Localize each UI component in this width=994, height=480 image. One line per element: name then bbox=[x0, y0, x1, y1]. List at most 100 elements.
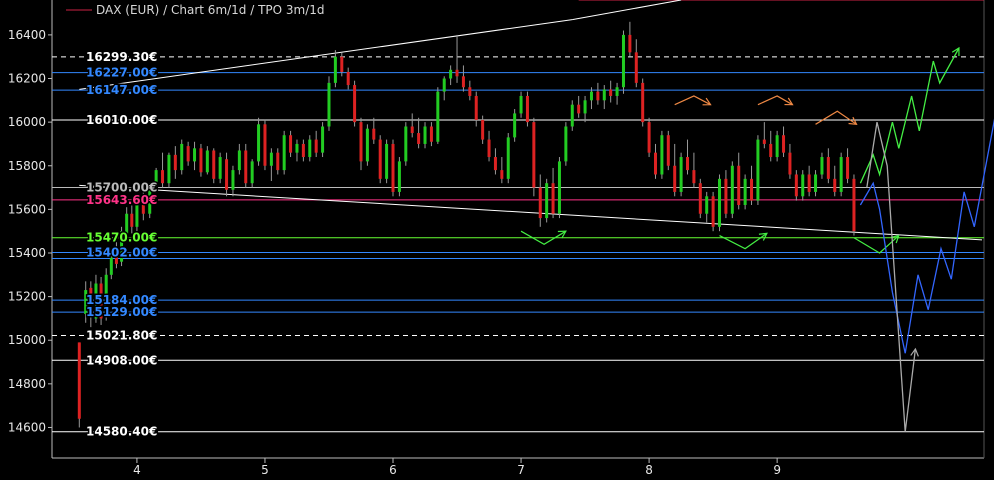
arrow-head bbox=[890, 234, 900, 244]
arrow-head bbox=[557, 230, 567, 239]
candle bbox=[660, 130, 664, 179]
candle bbox=[372, 117, 376, 144]
candle-body bbox=[244, 150, 248, 184]
candle-body bbox=[193, 148, 197, 162]
candle bbox=[756, 135, 760, 206]
candle-body bbox=[263, 124, 267, 166]
candle-body bbox=[365, 128, 369, 162]
candle-body bbox=[154, 170, 158, 190]
candle bbox=[148, 183, 152, 219]
candle-body bbox=[718, 178, 722, 227]
pattern-mark bbox=[520, 230, 567, 245]
candle-body bbox=[564, 126, 568, 162]
candle bbox=[104, 268, 108, 321]
candle-body bbox=[794, 174, 798, 197]
candle bbox=[321, 122, 325, 158]
x-tick-label: 9 bbox=[773, 463, 781, 477]
candle-body bbox=[852, 178, 856, 232]
candle bbox=[455, 34, 459, 83]
candle-body bbox=[820, 157, 824, 175]
candle bbox=[596, 82, 600, 105]
x-tick-label: 6 bbox=[389, 463, 397, 477]
candle-body bbox=[615, 87, 619, 96]
price-level-label: 16299.30€ bbox=[86, 50, 157, 64]
candle-body bbox=[257, 124, 261, 162]
y-tick-label: 15200 bbox=[8, 290, 46, 304]
candle bbox=[327, 76, 331, 131]
candle bbox=[237, 143, 241, 175]
candle bbox=[551, 167, 555, 219]
candle-body bbox=[532, 122, 536, 188]
projection-path bbox=[859, 47, 960, 184]
candle bbox=[807, 165, 811, 197]
candle bbox=[769, 130, 773, 162]
candle bbox=[186, 141, 190, 166]
y-tick-label: 15000 bbox=[8, 333, 46, 347]
candle bbox=[161, 152, 165, 188]
candle bbox=[474, 91, 478, 127]
candle-body bbox=[94, 283, 98, 319]
candle-body bbox=[602, 89, 606, 101]
candle-body bbox=[743, 178, 747, 206]
candles bbox=[77, 21, 856, 428]
trendline bbox=[79, 184, 983, 241]
candle bbox=[641, 78, 645, 127]
candle bbox=[698, 178, 702, 219]
candle-body bbox=[180, 143, 184, 171]
candle bbox=[282, 130, 286, 175]
candle-body bbox=[429, 126, 433, 142]
candle bbox=[346, 67, 350, 90]
candle-body bbox=[807, 174, 811, 192]
candle-body bbox=[711, 196, 715, 227]
y-tick-label: 14600 bbox=[8, 420, 46, 434]
candle bbox=[99, 276, 103, 325]
candle bbox=[417, 117, 421, 149]
candle-body bbox=[141, 205, 145, 214]
candle bbox=[84, 281, 88, 323]
arrow-head bbox=[951, 46, 960, 56]
candle bbox=[436, 87, 440, 144]
price-level-label: 16147.00€ bbox=[86, 83, 157, 97]
candle-body bbox=[186, 146, 190, 162]
candle-body bbox=[801, 174, 805, 197]
candle-body bbox=[77, 342, 81, 419]
price-level-label: 14580.40€ bbox=[86, 425, 157, 439]
candle bbox=[525, 91, 529, 127]
arrow-head bbox=[758, 232, 768, 241]
candle bbox=[257, 117, 261, 166]
price-level-label: 15129.00€ bbox=[86, 305, 157, 319]
candle bbox=[775, 130, 779, 162]
candle bbox=[263, 119, 267, 171]
x-tick-label: 5 bbox=[261, 463, 269, 477]
price-level-label: 15643.60€ bbox=[86, 193, 157, 207]
candle bbox=[500, 157, 504, 184]
candle bbox=[173, 146, 177, 179]
candle-body bbox=[231, 170, 235, 190]
candle bbox=[705, 191, 709, 223]
candle-body bbox=[148, 189, 152, 214]
candle-body bbox=[372, 128, 376, 140]
candle bbox=[225, 152, 229, 197]
arrow-head bbox=[702, 97, 712, 106]
candle-body bbox=[525, 95, 529, 123]
candle-body bbox=[750, 178, 754, 201]
candle-body bbox=[589, 91, 593, 101]
pattern-mark bbox=[674, 95, 711, 106]
candle-body bbox=[788, 152, 792, 175]
candle bbox=[212, 148, 216, 184]
candle-body bbox=[346, 71, 350, 86]
candle-body bbox=[327, 82, 331, 127]
candle-body bbox=[109, 257, 113, 275]
candle bbox=[711, 191, 715, 232]
candle-body bbox=[250, 161, 254, 184]
candle bbox=[231, 165, 235, 197]
candle-body bbox=[289, 135, 293, 153]
candle bbox=[125, 207, 129, 238]
candle-body bbox=[474, 95, 478, 120]
candle-body bbox=[455, 69, 459, 77]
candle bbox=[378, 135, 382, 184]
candle-body bbox=[199, 148, 203, 173]
candle bbox=[513, 109, 517, 142]
candle bbox=[839, 152, 843, 197]
